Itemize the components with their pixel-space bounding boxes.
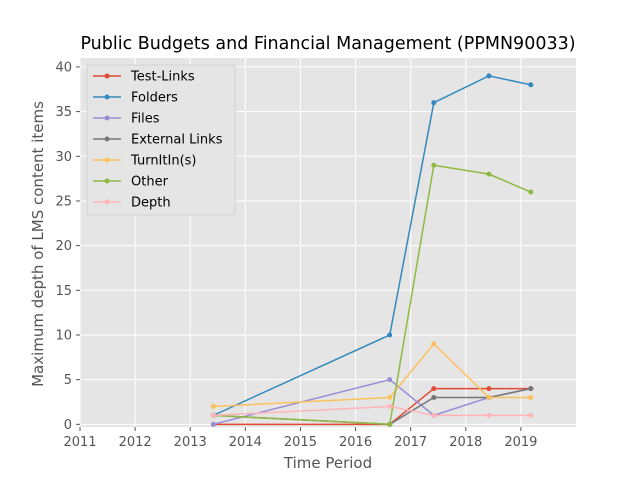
data-point-turnitin-s (528, 395, 534, 401)
legend-marker (104, 115, 110, 121)
y-tick-label: 25 (55, 194, 72, 209)
y-tick-label: 20 (55, 239, 72, 254)
y-axis-label: Maximum depth of LMS content items (29, 101, 47, 387)
data-point-depth (431, 412, 437, 418)
grid-lines (79, 58, 576, 427)
data-point-other (431, 162, 437, 168)
legend-label: TurnItIn(s) (130, 154, 196, 169)
data-point-other (528, 189, 534, 195)
data-point-turnitin-s (431, 341, 437, 347)
legend-marker (104, 157, 110, 163)
x-tick-label: 2011 (63, 435, 96, 450)
series-depth (210, 403, 534, 418)
y-tick-label: 15 (55, 284, 72, 299)
y-tick-label: 40 (55, 60, 72, 75)
x-axis-label: Time Period (283, 454, 372, 472)
data-point-depth (387, 403, 393, 409)
legend-marker (104, 136, 110, 142)
x-tick-label: 2012 (119, 435, 152, 450)
legend-item-files: Files (93, 112, 160, 127)
legend-label: Test-Links (130, 70, 195, 85)
data-point-depth (486, 412, 492, 418)
x-tick-label: 2017 (394, 435, 427, 450)
data-point-test-links (486, 386, 492, 392)
series-folders (210, 73, 534, 418)
legend-item-external-links: External Links (93, 133, 223, 148)
x-tick-label: 2014 (229, 435, 262, 450)
legend-box (86, 64, 236, 216)
y-tick-label: 35 (55, 105, 72, 120)
data-point-test-links (431, 386, 437, 392)
data-point-depth (528, 412, 534, 418)
legend-marker (104, 73, 110, 79)
data-point-files (210, 421, 216, 427)
legend-item-other: Other (93, 175, 169, 190)
legend-label: External Links (131, 133, 223, 148)
data-point-folders (528, 82, 534, 88)
x-tick-label: 2016 (339, 435, 372, 450)
y-tick-label: 10 (55, 328, 72, 343)
legend-marker (104, 178, 110, 184)
y-tick-label: 30 (55, 150, 72, 165)
legend-label: Folders (131, 91, 178, 106)
data-point-depth (210, 412, 216, 418)
data-point-folders (387, 332, 393, 338)
y-axis-ticks: 0 5 10 15 20 25 30 35 40 (55, 60, 80, 433)
legend-label: Other (131, 175, 169, 190)
data-point-external-links (431, 395, 437, 401)
data-point-folders (486, 73, 492, 79)
chart-title: Public Budgets and Financial Management … (80, 34, 575, 54)
legend-item-folders: Folders (93, 91, 178, 106)
series-layer (210, 73, 534, 427)
data-point-turnitin-s (387, 395, 393, 401)
data-point-files (387, 377, 393, 383)
y-tick-label: 5 (64, 373, 72, 388)
x-tick-label: 2013 (174, 435, 207, 450)
legend-label: Files (131, 112, 160, 127)
legend-marker (104, 199, 110, 205)
legend-item-test-links: Test-Links (93, 70, 195, 85)
x-tick-label: 2015 (284, 435, 317, 450)
legend-marker (104, 94, 110, 100)
x-axis-ticks: 2011 2012 2013 2014 2015 2016 2017 2018 2019 (63, 427, 537, 450)
data-point-other (387, 421, 393, 427)
legend-item-turnitin-s: TurnItIn(s) (93, 154, 196, 169)
data-point-other (486, 171, 492, 177)
data-point-external-links (528, 386, 534, 392)
series-turnitin-s (210, 341, 534, 409)
legend-label: Depth (131, 196, 171, 211)
legend: Test-Links Folders Files External Links Turn… (86, 64, 236, 216)
data-point-folders (431, 100, 437, 106)
data-point-turnitin-s (486, 395, 492, 401)
y-tick-label: 0 (64, 418, 72, 433)
data-point-turnitin-s (210, 403, 216, 409)
x-tick-label: 2019 (504, 435, 537, 450)
legend-item-depth: Depth (93, 196, 171, 211)
x-tick-label: 2018 (449, 435, 482, 450)
